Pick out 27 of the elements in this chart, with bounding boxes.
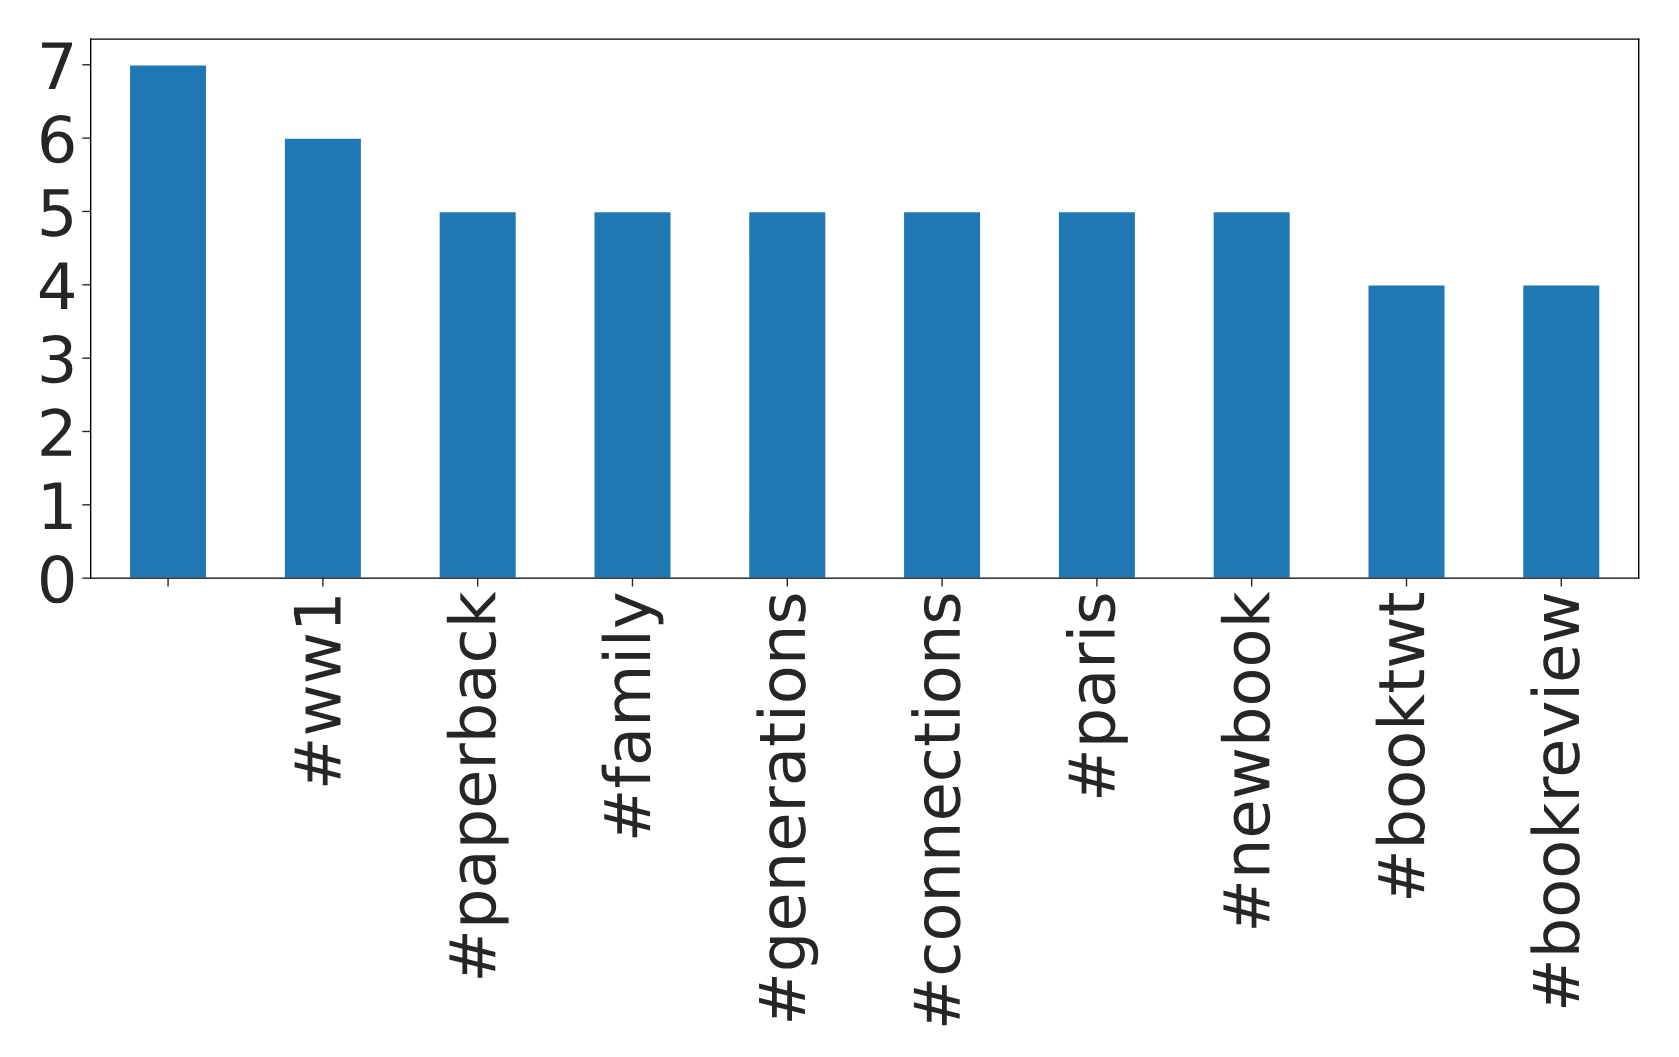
y-tick-label: 5 xyxy=(41,189,72,237)
bar xyxy=(1057,210,1137,579)
x-tick-label: #generations xyxy=(756,594,819,1021)
bar xyxy=(1521,284,1601,579)
y-tick-label: 1 xyxy=(43,482,72,530)
x-tick-label: #newbook xyxy=(1220,591,1271,928)
bar xyxy=(747,210,827,579)
y-tick-label: 7 xyxy=(42,42,73,90)
y-tick-label: 4 xyxy=(39,262,74,310)
bar xyxy=(593,210,672,579)
x-tick-label: #ww1 xyxy=(293,597,341,786)
x-tick-label: #booktwt xyxy=(1375,592,1426,899)
bar xyxy=(1212,210,1292,579)
x-tick-label: #family xyxy=(601,593,664,838)
x-tick-label: #paris xyxy=(1065,594,1128,797)
y-tick-label: 3 xyxy=(41,335,73,384)
bar xyxy=(1367,284,1446,579)
bar xyxy=(128,64,208,579)
x-tick-label: #bookreview xyxy=(1530,594,1580,1007)
bar xyxy=(438,210,518,579)
y-tick-label: 2 xyxy=(41,408,72,456)
x-tick-label: #connections xyxy=(911,594,961,1026)
x-tick-label: #paperback xyxy=(446,591,509,978)
bar xyxy=(283,137,363,579)
y-tick-label: 6 xyxy=(41,114,74,164)
y-tick-label: 0 xyxy=(41,555,74,604)
bar xyxy=(902,210,982,579)
